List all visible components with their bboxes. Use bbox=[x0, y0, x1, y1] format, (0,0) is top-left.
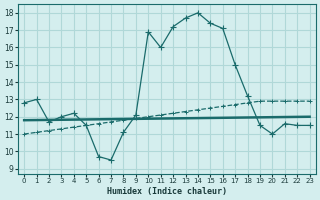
X-axis label: Humidex (Indice chaleur): Humidex (Indice chaleur) bbox=[107, 187, 227, 196]
